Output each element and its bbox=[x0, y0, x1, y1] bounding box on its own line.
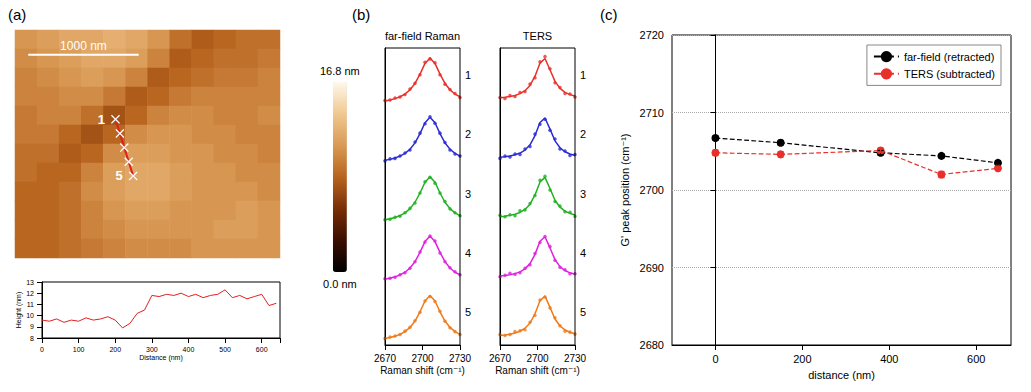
svg-text:Height (nm): Height (nm) bbox=[15, 292, 23, 329]
svg-text:600: 600 bbox=[256, 346, 268, 353]
svg-text:2680: 2680 bbox=[640, 339, 664, 351]
svg-text:3: 3 bbox=[580, 188, 586, 200]
svg-text:(b): (b) bbox=[352, 6, 370, 23]
svg-text:Distance (nm): Distance (nm) bbox=[139, 354, 183, 362]
svg-text:(c): (c) bbox=[600, 6, 618, 23]
svg-text:400: 400 bbox=[880, 353, 898, 365]
svg-text:TERS: TERS bbox=[523, 30, 552, 42]
svg-text:4: 4 bbox=[465, 247, 471, 259]
svg-text:11: 11 bbox=[27, 301, 34, 308]
svg-text:(a): (a) bbox=[8, 6, 26, 23]
svg-text:300: 300 bbox=[146, 346, 158, 353]
svg-text:1000 nm: 1000 nm bbox=[60, 39, 107, 53]
svg-text:0: 0 bbox=[712, 353, 718, 365]
svg-text:Raman shift (cm⁻¹): Raman shift (cm⁻¹) bbox=[380, 365, 465, 376]
svg-text:0: 0 bbox=[40, 346, 44, 353]
svg-text:5: 5 bbox=[465, 306, 471, 318]
svg-text:8: 8 bbox=[30, 335, 34, 342]
svg-text:400: 400 bbox=[183, 346, 195, 353]
svg-text:2730: 2730 bbox=[449, 353, 472, 364]
svg-text:12: 12 bbox=[26, 290, 34, 297]
svg-text:13: 13 bbox=[26, 279, 34, 286]
svg-text:4: 4 bbox=[580, 247, 586, 259]
svg-text:2670: 2670 bbox=[489, 353, 512, 364]
svg-text:2700: 2700 bbox=[411, 353, 434, 364]
svg-text:2: 2 bbox=[580, 128, 586, 140]
svg-text:G' peak position (cm⁻¹): G' peak position (cm⁻¹) bbox=[619, 133, 631, 246]
svg-text:distance (nm): distance (nm) bbox=[808, 369, 875, 381]
svg-text:16.8 nm: 16.8 nm bbox=[320, 65, 360, 77]
svg-text:TERS (subtracted): TERS (subtracted) bbox=[904, 68, 995, 80]
svg-text:1: 1 bbox=[580, 69, 586, 81]
svg-text:0.0 nm: 0.0 nm bbox=[323, 278, 357, 290]
svg-text:2670: 2670 bbox=[374, 353, 397, 364]
svg-text:2720: 2720 bbox=[640, 29, 664, 41]
svg-text:far-field (retracted): far-field (retracted) bbox=[904, 51, 994, 63]
svg-text:2710: 2710 bbox=[640, 107, 664, 119]
svg-text:2730: 2730 bbox=[564, 353, 587, 364]
svg-text:2700: 2700 bbox=[526, 353, 549, 364]
svg-text:2690: 2690 bbox=[640, 262, 664, 274]
svg-text:far-field Raman: far-field Raman bbox=[385, 30, 460, 42]
svg-text:10: 10 bbox=[26, 312, 34, 319]
svg-text:5: 5 bbox=[115, 168, 122, 183]
svg-text:200: 200 bbox=[109, 346, 121, 353]
svg-text:1: 1 bbox=[465, 69, 471, 81]
svg-text:600: 600 bbox=[967, 353, 985, 365]
svg-text:2700: 2700 bbox=[640, 184, 664, 196]
svg-text:Raman shift (cm⁻¹): Raman shift (cm⁻¹) bbox=[495, 365, 580, 376]
svg-text:200: 200 bbox=[793, 353, 811, 365]
svg-text:2: 2 bbox=[465, 128, 471, 140]
svg-text:100: 100 bbox=[73, 346, 85, 353]
svg-text:5: 5 bbox=[580, 306, 586, 318]
svg-text:1: 1 bbox=[98, 112, 105, 127]
svg-text:500: 500 bbox=[219, 346, 231, 353]
svg-text:3: 3 bbox=[465, 188, 471, 200]
svg-text:9: 9 bbox=[30, 323, 34, 330]
